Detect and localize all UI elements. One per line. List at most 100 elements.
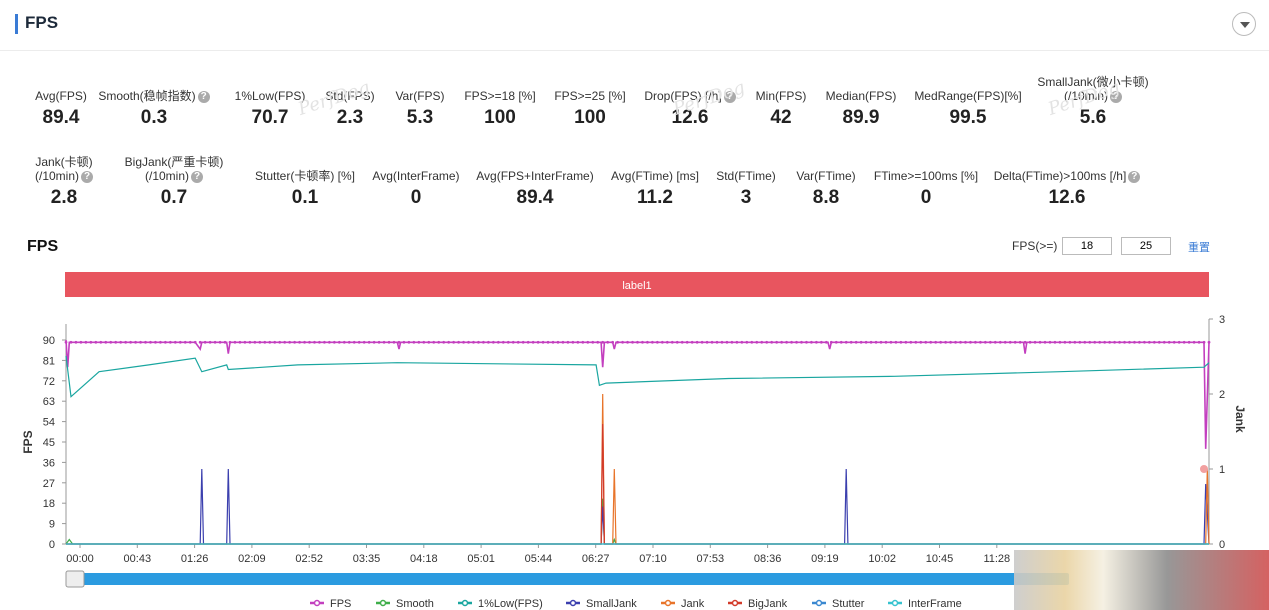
fps-point: [422, 340, 426, 344]
metric-5: FPS>=18 [%] 100: [420, 75, 580, 135]
metric-label-unit: (/10min): [34, 169, 79, 183]
x-tick-label: 01:26: [181, 553, 209, 565]
fps-point: [1152, 340, 1156, 344]
metric-value: 100: [484, 107, 516, 128]
help-icon[interactable]: ?: [81, 170, 93, 183]
fps-point: [1008, 340, 1012, 344]
help-icon[interactable]: ?: [1110, 90, 1122, 103]
fps-point: [651, 340, 654, 344]
fps-point: [924, 340, 928, 344]
fps-point: [795, 340, 798, 344]
fps-point: [581, 340, 585, 344]
fps-point: [596, 340, 600, 344]
fps-point: [725, 340, 729, 344]
legend-label-2: 1%Low(FPS): [478, 598, 543, 610]
metric-6: Std(FTime) 3: [666, 155, 826, 215]
fps-point: [511, 340, 515, 344]
metric-9: Median(FPS) 89.9: [781, 75, 941, 135]
fps-point: [114, 340, 118, 344]
help-icon[interactable]: ?: [191, 170, 203, 183]
fps-point: [1182, 340, 1186, 344]
fps-point: [1157, 340, 1161, 344]
metric-0: Jank(卡顿) (/10min)? 2.8: [0, 155, 144, 215]
help-icon[interactable]: ?: [723, 90, 736, 103]
fps-point: [452, 340, 456, 344]
fps-point: [1048, 340, 1052, 344]
fps-point: [163, 340, 167, 344]
fps-point: [760, 340, 764, 344]
y-tick-label: 90: [43, 335, 55, 347]
fps-point: [109, 340, 113, 344]
metric-10: MedRange(FPS)[%] 99.5: [888, 75, 1048, 135]
fps-point: [1177, 340, 1181, 344]
fps-point: [1197, 340, 1201, 344]
fps-point: [655, 340, 659, 344]
fps-point: [427, 340, 431, 344]
fps-point: [959, 340, 962, 344]
y-tick-label: 27: [43, 478, 55, 490]
reset-button[interactable]: 重置: [1188, 242, 1210, 254]
y2-tick-label: 0: [1219, 539, 1225, 551]
fps-point: [670, 340, 674, 344]
fps-point: [208, 340, 212, 344]
help-icon[interactable]: ?: [1128, 170, 1141, 183]
fps-point: [531, 340, 535, 344]
fps-point: [730, 340, 734, 344]
y-tick-label: 9: [49, 519, 55, 531]
x-tick-label: 10:02: [868, 553, 896, 565]
series-line-fps: [65, 339, 1210, 449]
legend-marker: [313, 599, 321, 607]
fps-point: [1023, 340, 1027, 344]
metric-label: Avg(FPS+InterFrame): [476, 169, 594, 183]
fps-point: [308, 340, 311, 344]
fps-point: [894, 340, 898, 344]
fps-point: [372, 340, 376, 344]
fps-point: [646, 340, 649, 344]
metric-label: FTime>=100ms [%]: [873, 169, 979, 183]
time-range-slider[interactable]: [66, 573, 1069, 585]
metric-value: 89.4: [516, 187, 554, 208]
threshold-input-2[interactable]: [1121, 237, 1171, 255]
metric-value: 0: [410, 187, 422, 208]
fps-point: [298, 340, 301, 344]
metric-label: Smooth(稳帧指数): [98, 89, 196, 103]
fps-point: [626, 340, 629, 344]
help-icon[interactable]: ?: [197, 90, 210, 103]
metric-value: 0.1: [291, 187, 319, 208]
x-tick-label: 02:52: [295, 553, 323, 565]
metric-8: FTime>=100ms [%] 0: [846, 155, 1006, 215]
fps-point: [377, 340, 381, 344]
metric-2: 1%Low(FPS) 70.7: [190, 75, 350, 135]
fps-point: [914, 340, 918, 344]
fps-point: [1093, 340, 1097, 344]
fps-point: [939, 340, 943, 344]
legend-label-5: BigJank: [748, 598, 788, 610]
threshold-input-1[interactable]: [1062, 237, 1112, 255]
title-accent-bar: [15, 14, 18, 34]
fps-point: [1187, 340, 1191, 344]
fps-point: [64, 340, 68, 344]
fps-point: [238, 340, 242, 344]
fps-point: [193, 340, 197, 344]
fps-point: [417, 340, 421, 344]
fps-point: [1118, 340, 1121, 344]
slider-handle[interactable]: [65, 570, 85, 588]
fps-point: [313, 340, 316, 344]
metric-value: 89.4: [42, 107, 80, 128]
metric-2: Stutter(卡顿率) [%] 0.1: [225, 155, 385, 215]
series-line-jank: [66, 393, 1210, 545]
metric-label-unit: (/10min): [144, 169, 189, 183]
x-tick-label: 08:36: [754, 553, 782, 565]
y2-tick-label: 2: [1219, 389, 1225, 401]
x-tick-label: 00:00: [66, 553, 94, 565]
fps-point: [879, 340, 883, 344]
fps-point: [710, 340, 714, 344]
collapse-dropdown-icon[interactable]: [1232, 12, 1256, 36]
fps-point: [611, 340, 615, 344]
fps-point: [347, 340, 351, 344]
fps-point: [149, 340, 152, 344]
fps-point: [362, 340, 366, 344]
legend-marker: [569, 599, 577, 607]
metric-label: Avg(FPS): [35, 89, 87, 103]
fps-point: [496, 340, 500, 344]
